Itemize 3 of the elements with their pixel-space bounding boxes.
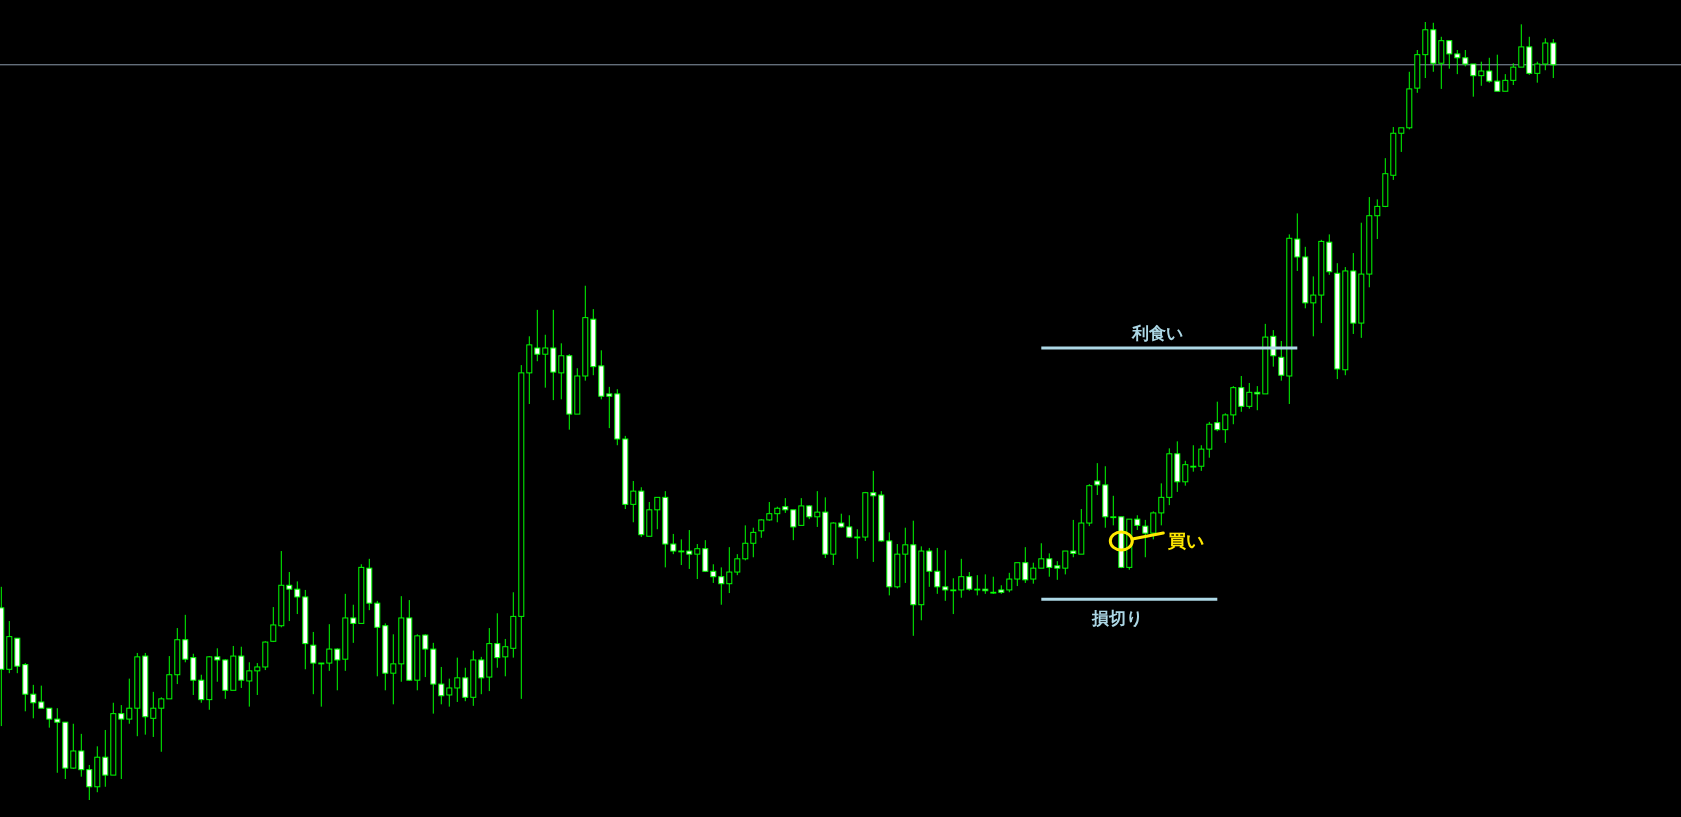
- series-label: 損切り: [1090, 608, 1143, 629]
- legend-label: 買い: [1167, 529, 1205, 551]
- series-label: 利食い: [1130, 322, 1183, 343]
